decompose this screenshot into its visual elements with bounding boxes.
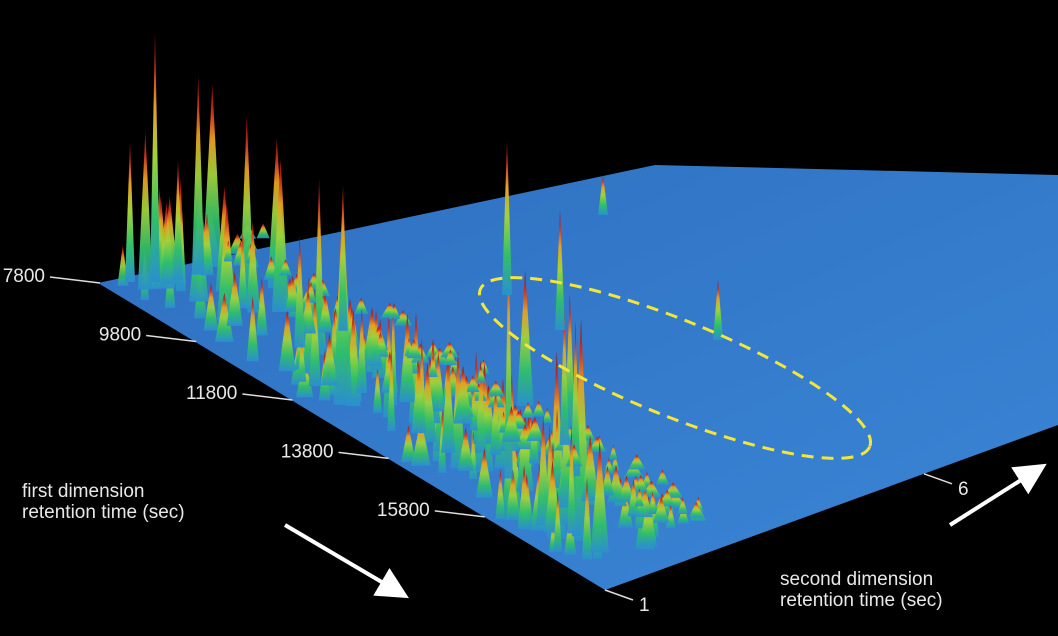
y-tick-label: 1	[639, 595, 650, 616]
x-tick-label: 15800	[377, 500, 430, 521]
x-tick-label: 11800	[186, 383, 237, 404]
page: first dimensionretention time (sec) seco…	[0, 0, 1058, 636]
chart: first dimensionretention time (sec) seco…	[0, 0, 1058, 636]
y-tick-label: 6	[958, 479, 969, 500]
x-tick-label: 9800	[99, 324, 141, 345]
x-tick-label: 13800	[281, 441, 334, 462]
x-tick-label: 7800	[3, 266, 45, 287]
